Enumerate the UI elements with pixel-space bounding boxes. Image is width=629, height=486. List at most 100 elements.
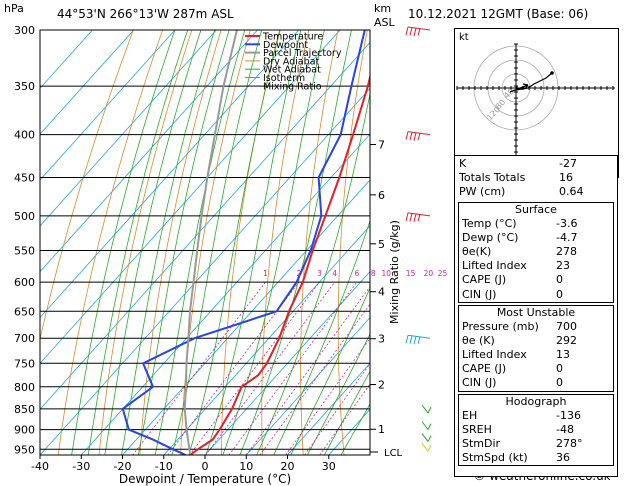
surface-wind-barb xyxy=(421,404,432,414)
dry-adiabat-line xyxy=(98,30,193,455)
x-tick-label: 0 xyxy=(202,460,209,473)
most-unstable-row: CIN (J) 0 xyxy=(459,376,613,390)
most-unstable-value: 0 xyxy=(556,376,563,390)
km-unit: km xyxy=(374,2,391,15)
isotherm-line xyxy=(40,30,176,181)
most-unstable-label: CIN (J) xyxy=(462,376,497,390)
dry-adiabat-line xyxy=(57,30,164,455)
index-row: PW (cm) 0.64 xyxy=(455,185,617,199)
mixing-ratio-line xyxy=(205,281,336,455)
most-unstable-label: CAPE (J) xyxy=(462,362,507,376)
mixing-ratio-label: 8 xyxy=(371,269,376,278)
wind-barb xyxy=(405,26,431,37)
hodograph-table-row: StmSpd (kt) 36 xyxy=(459,451,613,465)
index-value: 0.64 xyxy=(559,185,584,199)
most-unstable-title: Most Unstable xyxy=(496,305,576,319)
mixing-ratio-label: 4 xyxy=(332,269,337,278)
most-unstable-label: Pressure (mb) xyxy=(462,319,539,333)
surface-label: Dewp (°C) xyxy=(462,230,519,244)
isotherm-line xyxy=(163,225,370,455)
hodograph-table-label: EH xyxy=(462,408,478,422)
wet-adiabat-line xyxy=(71,30,176,455)
dewpoint-line xyxy=(121,30,366,455)
wind-barb xyxy=(405,212,431,222)
wet-adiabat-line xyxy=(104,30,202,455)
surface-value: 0 xyxy=(556,273,563,287)
km-tick-label: 5 xyxy=(378,238,385,251)
surface-wind-barb xyxy=(421,442,432,452)
most-unstable-row: CAPE (J) 0 xyxy=(459,362,613,376)
isotherm-line xyxy=(40,30,217,227)
x-tick-label: -10 xyxy=(155,460,173,473)
dry-adiabat-line xyxy=(180,30,251,455)
index-row: Totals Totals 16 xyxy=(455,171,617,185)
x-tick-label: -40 xyxy=(31,460,49,473)
surface-title: Surface xyxy=(515,202,557,216)
mixing-ratio-line xyxy=(228,281,358,455)
km-tick-label: 1 xyxy=(378,423,385,436)
legend-label: Mixing Ratio xyxy=(263,81,322,92)
wet-adiabat-line xyxy=(87,30,189,455)
mixing-ratio-label: 20 xyxy=(424,269,434,278)
most-unstable-row: Pressure (mb) 700 xyxy=(459,320,613,334)
surface-label: Temp (°C) xyxy=(462,216,517,230)
dry-adiabat-line xyxy=(410,0,437,468)
hodograph-table-row: EH -136 xyxy=(459,409,613,423)
legend-label: Isotherm xyxy=(263,73,305,84)
pressure-tick-label: 750 xyxy=(14,357,35,370)
surface-section: Surface Temp (°C) -3.6 Dewp (°C) -4.7 θe(K) 2… xyxy=(458,201,614,303)
surface-value: 0 xyxy=(556,287,563,301)
lcl-label: LCL xyxy=(384,448,403,459)
legend-label: Dry Adiabat xyxy=(263,56,320,67)
isotherm-line xyxy=(286,362,370,455)
wind-barb xyxy=(405,131,431,141)
legend-label: Temperature xyxy=(262,32,323,43)
mixing-ratio-label: 2 xyxy=(296,269,301,278)
hodograph-title: Hodograph xyxy=(505,394,567,408)
hodograph-table-value: -136 xyxy=(556,408,581,422)
hodograph-table-row: SREH -48 xyxy=(459,423,613,437)
storm-motion-arrow xyxy=(509,83,529,93)
pressure-tick-label: 350 xyxy=(14,80,35,93)
pressure-tick-label: 850 xyxy=(14,403,35,416)
mixing-ratio-label: 25 xyxy=(438,269,448,278)
pressure-tick-label: 900 xyxy=(14,424,35,437)
dry-adiabat-line xyxy=(300,30,339,455)
hodograph-table-value: 36 xyxy=(556,451,570,465)
km-tick-label: 4 xyxy=(378,286,385,299)
dry-adiabat-line xyxy=(261,30,310,455)
km-tick-label: 6 xyxy=(378,189,385,202)
most-unstable-value: 13 xyxy=(556,348,570,362)
mixing-ratio-line xyxy=(189,281,320,455)
most-unstable-value: 292 xyxy=(556,333,577,347)
surface-wind-barb xyxy=(421,433,432,442)
wet-adiabat-line xyxy=(323,370,370,455)
hodograph-section: Hodograph EH -136 SREH -48 StmDir 278° StmSpd … xyxy=(458,393,614,467)
pressure-tick-label: 600 xyxy=(14,276,35,289)
most-unstable-row: θe (K) 292 xyxy=(459,334,613,348)
km-tick-label: 3 xyxy=(378,333,385,346)
most-unstable-value: 0 xyxy=(556,362,563,376)
pressure-tick-label: 300 xyxy=(14,24,35,37)
mixing-ratio-label: 15 xyxy=(406,269,416,278)
most-unstable-label: θe (K) xyxy=(462,333,495,347)
surface-row: Dewp (°C) -4.7 xyxy=(459,231,613,245)
legend-label: Dewpoint xyxy=(263,40,308,51)
hodograph-unit: kt xyxy=(459,32,469,43)
isotherm-line xyxy=(121,179,370,455)
hodograph-table-label: StmSpd (kt) xyxy=(462,451,528,465)
surface-label: Lifted Index xyxy=(462,259,527,273)
location-title: 44°53'N 266°13'W 287m ASL xyxy=(57,7,234,21)
dry-adiabat-line xyxy=(139,30,222,455)
legend-label: Parcel Trajectory xyxy=(263,48,342,59)
dry-adiabat-line xyxy=(40,30,134,341)
isotherm-line xyxy=(80,133,370,455)
hodograph-frame xyxy=(454,28,619,178)
wet-adiabat-line xyxy=(239,30,352,455)
surface-value: 23 xyxy=(556,259,570,273)
x-tick-label: 10 xyxy=(239,460,253,473)
x-axis-label: Dewpoint / Temperature (°C) xyxy=(119,472,291,486)
index-value: 16 xyxy=(559,171,573,185)
hodograph-table-label: StmDir xyxy=(462,437,501,450)
